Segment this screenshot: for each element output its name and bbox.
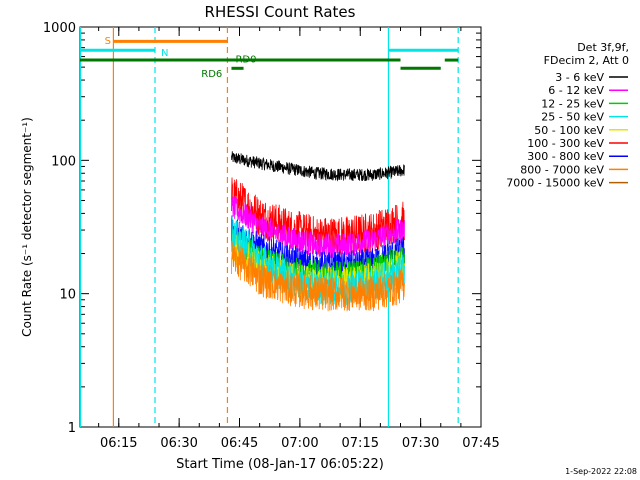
x-tick-label: 06:45: [221, 436, 258, 451]
flag-label-rd6: RD6: [201, 69, 222, 80]
legend-label: 12 - 25 keV: [541, 97, 604, 110]
y-axis-label: Count Rate (s⁻¹ detector segment⁻¹): [20, 117, 34, 337]
x-axis-label: Start Time (08-Jan-17 06:05:22): [176, 457, 384, 472]
legend-label: 3 - 6 keV: [555, 71, 604, 84]
x-tick-label: 07:30: [402, 436, 439, 451]
x-tick-label: 07:45: [462, 436, 499, 451]
y-tick-label: 10: [59, 288, 76, 303]
generation-timestamp: 1-Sep-2022 22:08: [565, 467, 637, 476]
series-trace-2: [231, 195, 405, 259]
flag-label-rd0: RD0: [235, 55, 256, 66]
flag-label-s: S: [105, 36, 111, 47]
series-trace-1: [231, 151, 405, 182]
legend-label: 100 - 300 keV: [527, 137, 604, 150]
legend-label: 6 - 12 keV: [548, 84, 604, 97]
legend-label: 50 - 100 keV: [534, 124, 604, 137]
y-tick-label: 1000: [43, 21, 76, 36]
plot-area: 1 10 100 1000 06:15 06:30 06:45 07:00 07:15 07:30…: [43, 21, 500, 451]
legend-label: 25 - 50 keV: [541, 111, 604, 124]
x-tick-label: 06:15: [100, 436, 137, 451]
legend-label: 300 - 800 keV: [527, 150, 604, 163]
legend-title-line-2: FDecim 2, Att 0: [544, 54, 629, 67]
series-trace-8: [231, 242, 405, 312]
y-tick-label: 100: [51, 154, 76, 169]
x-tick-label: 07:00: [281, 436, 318, 451]
y-tick-label: 1: [68, 421, 76, 436]
legend-label: 800 - 7000 keV: [520, 163, 604, 176]
flag-label-n: N: [161, 48, 168, 59]
legend-title-line-1: Det 3f,9f,: [577, 41, 629, 54]
legend-label: 7000 - 15000 keV: [506, 177, 604, 190]
chart-title: RHESSI Count Rates: [205, 3, 356, 21]
x-tick-label: 07:15: [342, 436, 379, 451]
x-tick-label: 06:30: [160, 436, 197, 451]
